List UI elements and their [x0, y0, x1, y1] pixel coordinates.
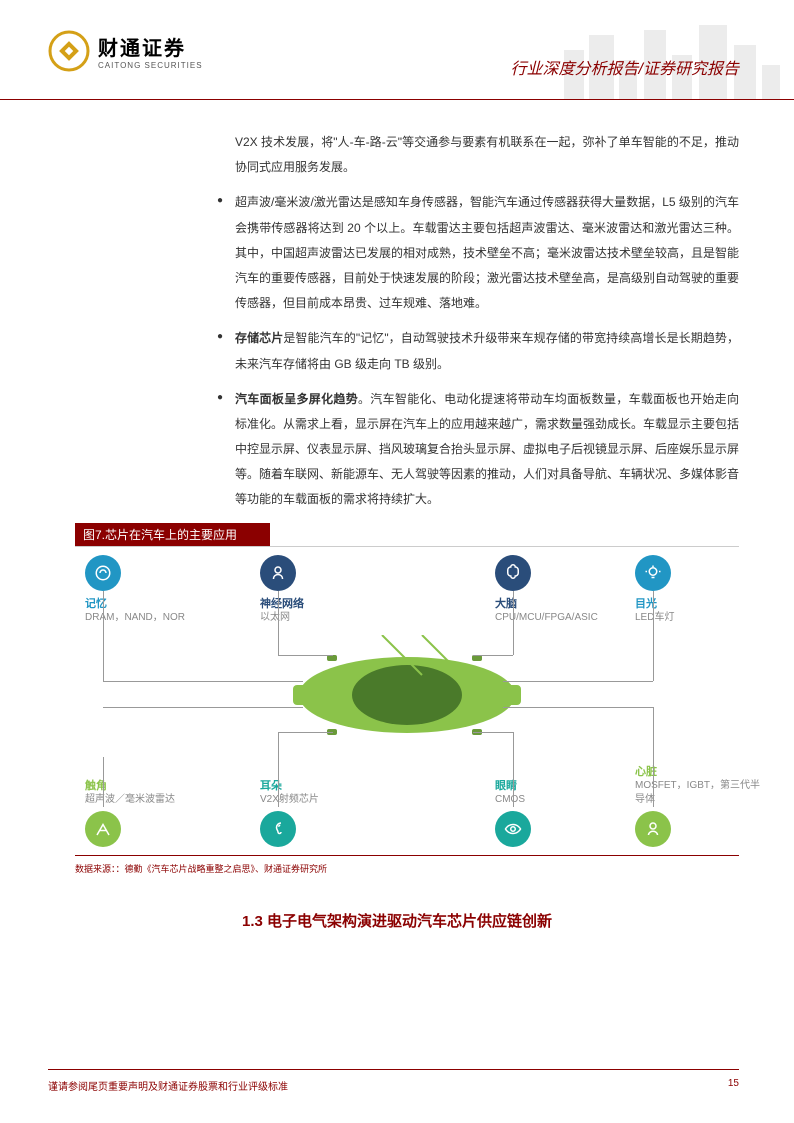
- figure-body: 记忆 DRAM，NAND，NOR 神经网络 以太网 大脑 CPU/MCU/FPG…: [75, 546, 739, 856]
- page-number: 15: [728, 1078, 739, 1093]
- ear-icon: [260, 811, 296, 847]
- memory-icon: [85, 555, 121, 591]
- leader-line: [103, 591, 104, 681]
- leader-line: [513, 591, 514, 655]
- bullet-radar: 超声波/毫米波/激光雷达是感知车身传感器，智能汽车通过传感器获得大量数据，L5 …: [235, 190, 739, 316]
- brain-icon: [495, 555, 531, 591]
- bullet-panel: 汽车面板呈多屏化趋势。汽车智能化、电动化提速将带动车均面板数量，车载面板也开始走…: [235, 387, 739, 513]
- light-icon: [635, 555, 671, 591]
- header-title: 行业深度分析报告/证券研究报告: [511, 55, 739, 79]
- node-brain-sub: CPU/MCU/FPGA/ASIC: [495, 611, 625, 625]
- heart-icon: [635, 811, 671, 847]
- node-vision-sub: CMOS: [495, 793, 625, 807]
- leader-line: [653, 591, 654, 681]
- node-heart-sub: MOSFET，IGBT，第三代半导体: [635, 779, 765, 807]
- leader-line: [473, 655, 513, 656]
- bullet-storage-rest: 是智能汽车的"记忆"，自动驾驶技术升级带来车规存储的带宽持续高增长是长期趋势，未…: [235, 331, 739, 370]
- node-antenna-title: 触角: [85, 777, 215, 793]
- node-brain-title: 大脑: [495, 595, 625, 611]
- node-memory-title: 记忆: [85, 595, 215, 611]
- leader-line: [103, 681, 303, 682]
- leader-line: [278, 591, 279, 655]
- vision-icon: [495, 811, 531, 847]
- leader-line: [513, 732, 514, 807]
- node-antenna: 触角 超声波／毫米波雷达: [85, 777, 215, 847]
- node-memory-sub: DRAM，NAND，NOR: [85, 611, 215, 625]
- leader-line: [103, 757, 104, 807]
- node-brain: 大脑 CPU/MCU/FPGA/ASIC: [495, 555, 625, 625]
- node-ear-sub: V2X射频芯片: [260, 793, 390, 807]
- logo-en-text: CAITONG SECURITIES: [98, 61, 203, 70]
- leader-line: [278, 757, 279, 807]
- logo: 财通证券 CAITONG SECURITIES: [48, 30, 203, 72]
- node-vision: 眼睛 CMOS: [495, 777, 625, 847]
- node-eye-title: 目光: [635, 595, 765, 611]
- node-antenna-sub: 超声波／毫米波雷达: [85, 793, 215, 807]
- leader-line: [278, 732, 333, 733]
- neural-icon: [260, 555, 296, 591]
- bullet-panel-rest: 。汽车智能化、电动化提速将带动车均面板数量，车载面板也开始走向标准化。从需求上看…: [235, 392, 739, 507]
- node-ear: 耳朵 V2X射频芯片: [260, 777, 390, 847]
- figure-source: 数据来源：：德勤《汽车芯片战略重整之启思》、财通证券研究所: [75, 856, 739, 875]
- logo-cn-text: 财通证券: [98, 32, 203, 61]
- leader-line: [278, 732, 279, 757]
- page-header: 财通证券 CAITONG SECURITIES 行业深度分析报告/证券研究报告: [0, 0, 794, 100]
- antenna-icon: [85, 811, 121, 847]
- para-v2x: V2X 技术发展，将"人-车-路-云"等交通参与要素有机联系在一起，弥补了单车智…: [235, 130, 739, 180]
- body-content: V2X 技术发展，将"人-车-路-云"等交通参与要素有机联系在一起，弥补了单车智…: [0, 100, 794, 513]
- section-heading-1-3: 1.3 电子电气架构演进驱动汽车芯片供应链创新: [0, 910, 794, 931]
- caitong-logo-icon: [48, 30, 90, 72]
- node-vision-title: 眼睛: [495, 777, 625, 793]
- leader-line: [103, 707, 303, 708]
- leader-line: [653, 707, 654, 807]
- node-heart-title: 心脏: [635, 763, 765, 779]
- node-eye-sub: LED车灯: [635, 611, 765, 625]
- node-neural: 神经网络 以太网: [260, 555, 390, 625]
- page-footer: 谨请参阅尾页重要声明及财通证券股票和行业评级标准 15: [48, 1069, 739, 1093]
- node-eye: 目光 LED车灯: [635, 555, 765, 625]
- node-memory: 记忆 DRAM，NAND，NOR: [85, 555, 215, 625]
- node-neural-sub: 以太网: [260, 611, 390, 625]
- bullet-storage-bold: 存储芯片: [235, 331, 283, 345]
- node-heart: 心脏 MOSFET，IGBT，第三代半导体: [635, 763, 765, 847]
- node-neural-title: 神经网络: [260, 595, 390, 611]
- car-illustration: [287, 635, 527, 755]
- bullet-panel-bold: 汽车面板呈多屏化趋势: [235, 392, 358, 406]
- leader-line: [278, 655, 333, 656]
- footer-disclaimer: 谨请参阅尾页重要声明及财通证券股票和行业评级标准: [48, 1078, 288, 1093]
- leader-line: [473, 732, 513, 733]
- figure-7: 图7.芯片在汽车上的主要应用 记忆 DRAM，NAND，NOR: [75, 523, 739, 875]
- leader-line: [503, 681, 653, 682]
- leader-line: [503, 707, 653, 708]
- bullet-storage: 存储芯片是智能汽车的"记忆"，自动驾驶技术升级带来车规存储的带宽持续高增长是长期…: [235, 326, 739, 376]
- figure-title: 图7.芯片在汽车上的主要应用: [75, 523, 270, 546]
- node-ear-title: 耳朵: [260, 777, 390, 793]
